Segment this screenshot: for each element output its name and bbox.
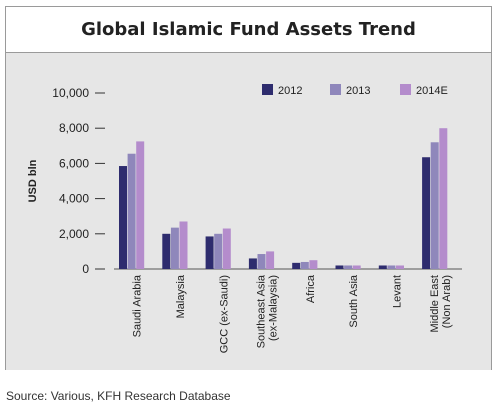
bar-2013-5 — [344, 265, 353, 269]
bar-2013-1 — [170, 227, 179, 269]
x-category-label: Middle East(Non Arab) — [429, 275, 453, 332]
legend-swatch-2013 — [330, 84, 341, 95]
x-category-label: Africa — [305, 274, 317, 303]
bar-2012-7 — [422, 157, 431, 269]
bar-2013-3 — [257, 254, 266, 269]
bar-2013-7 — [430, 142, 439, 269]
legend-label-2014E: 2014E — [416, 85, 448, 97]
x-category-label-line: GCC (ex-Saudi) — [218, 275, 230, 353]
bar-2014E-5 — [352, 265, 361, 269]
bar-2013-4 — [300, 261, 309, 269]
y-tick-label: 8,000 — [59, 121, 89, 135]
x-category-label-line: Middle East — [429, 275, 441, 332]
plot-area — [6, 53, 491, 370]
bar-2014E-3 — [266, 251, 275, 269]
bar-2014E-1 — [179, 221, 188, 269]
x-category-label-line: Malaysia — [175, 274, 187, 318]
bar-2014E-2 — [222, 228, 231, 269]
x-category-label-line: Africa — [305, 274, 317, 303]
x-category-label-line: Saudi Arabia — [132, 274, 144, 337]
x-category-label: South Asia — [348, 274, 360, 327]
bar-2014E-0 — [136, 141, 145, 269]
x-category-label: Southeast Asia(ex-Malaysia) — [256, 274, 280, 348]
y-tick-label: 6,000 — [59, 156, 89, 170]
y-tick-label: 4,000 — [59, 192, 89, 206]
bar-2013-6 — [387, 265, 396, 269]
x-category-label-line: South Asia — [348, 274, 360, 327]
bar-2014E-4 — [309, 260, 318, 269]
y-tick-label: 10,000 — [52, 86, 89, 100]
chart-title: Global Islamic Fund Assets Trend — [81, 19, 416, 40]
source-note: Source: Various, KFH Research Database — [6, 389, 231, 403]
bar-2013-2 — [214, 233, 223, 269]
bar-2012-5 — [335, 265, 344, 269]
bar-2012-4 — [292, 262, 301, 269]
bar-2012-1 — [162, 233, 171, 269]
bar-2012-2 — [205, 236, 214, 269]
x-category-label-line: Southeast Asia — [256, 274, 268, 348]
legend-label-2013: 2013 — [346, 85, 370, 97]
x-category-label: Saudi Arabia — [132, 274, 144, 337]
y-axis-label: USD bln — [27, 159, 39, 202]
legend-label-2012: 2012 — [278, 85, 302, 97]
bar-2012-0 — [119, 166, 127, 269]
legend-swatch-2012 — [262, 84, 273, 95]
bar-2012-3 — [248, 258, 257, 269]
y-tick-label: 2,000 — [59, 227, 89, 241]
title-band: Global Islamic Fund Assets Trend — [6, 7, 491, 53]
x-category-label-line: (ex-Malaysia) — [268, 275, 280, 341]
chart-frame: Global Islamic Fund Assets Trend — [5, 6, 492, 370]
x-category-label-line: (Non Arab) — [441, 275, 453, 328]
bar-2012-6 — [378, 265, 387, 269]
legend-swatch-2014E — [400, 84, 411, 95]
bar-2013-0 — [127, 153, 136, 269]
x-category-label: Malaysia — [175, 274, 187, 318]
y-tick-label: 0 — [82, 262, 89, 276]
x-category-label-line: Levant — [391, 275, 403, 308]
x-category-label: GCC (ex-Saudi) — [218, 275, 230, 353]
bar-2014E-7 — [439, 128, 448, 269]
x-category-label: Levant — [391, 275, 403, 308]
bar-2014E-6 — [396, 265, 404, 269]
